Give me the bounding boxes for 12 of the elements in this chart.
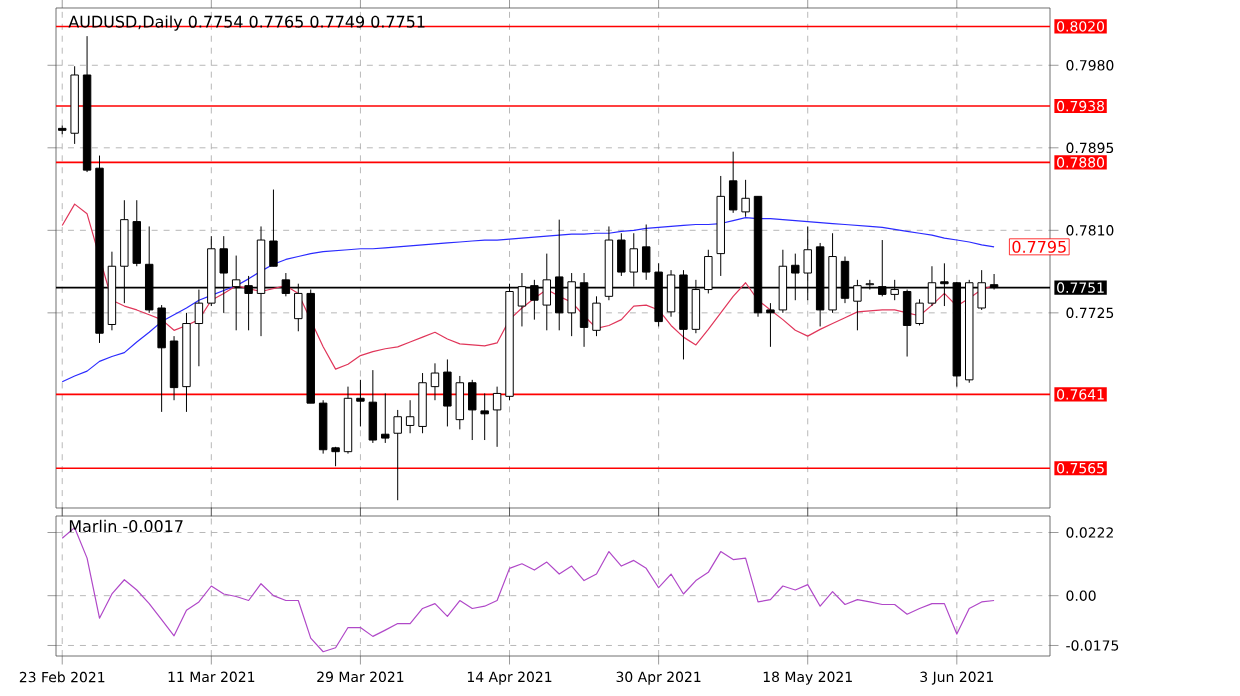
candlestick bbox=[269, 189, 278, 267]
candlestick bbox=[418, 372, 427, 434]
candlestick bbox=[592, 295, 601, 337]
candlestick bbox=[381, 392, 390, 444]
candlestick bbox=[405, 399, 415, 434]
candlestick bbox=[393, 409, 402, 501]
candlestick bbox=[430, 362, 440, 401]
candlestick bbox=[368, 369, 378, 444]
candlestick bbox=[492, 386, 502, 448]
candlestick bbox=[915, 298, 924, 326]
candlestick bbox=[169, 335, 179, 401]
candlestick bbox=[356, 379, 365, 427]
